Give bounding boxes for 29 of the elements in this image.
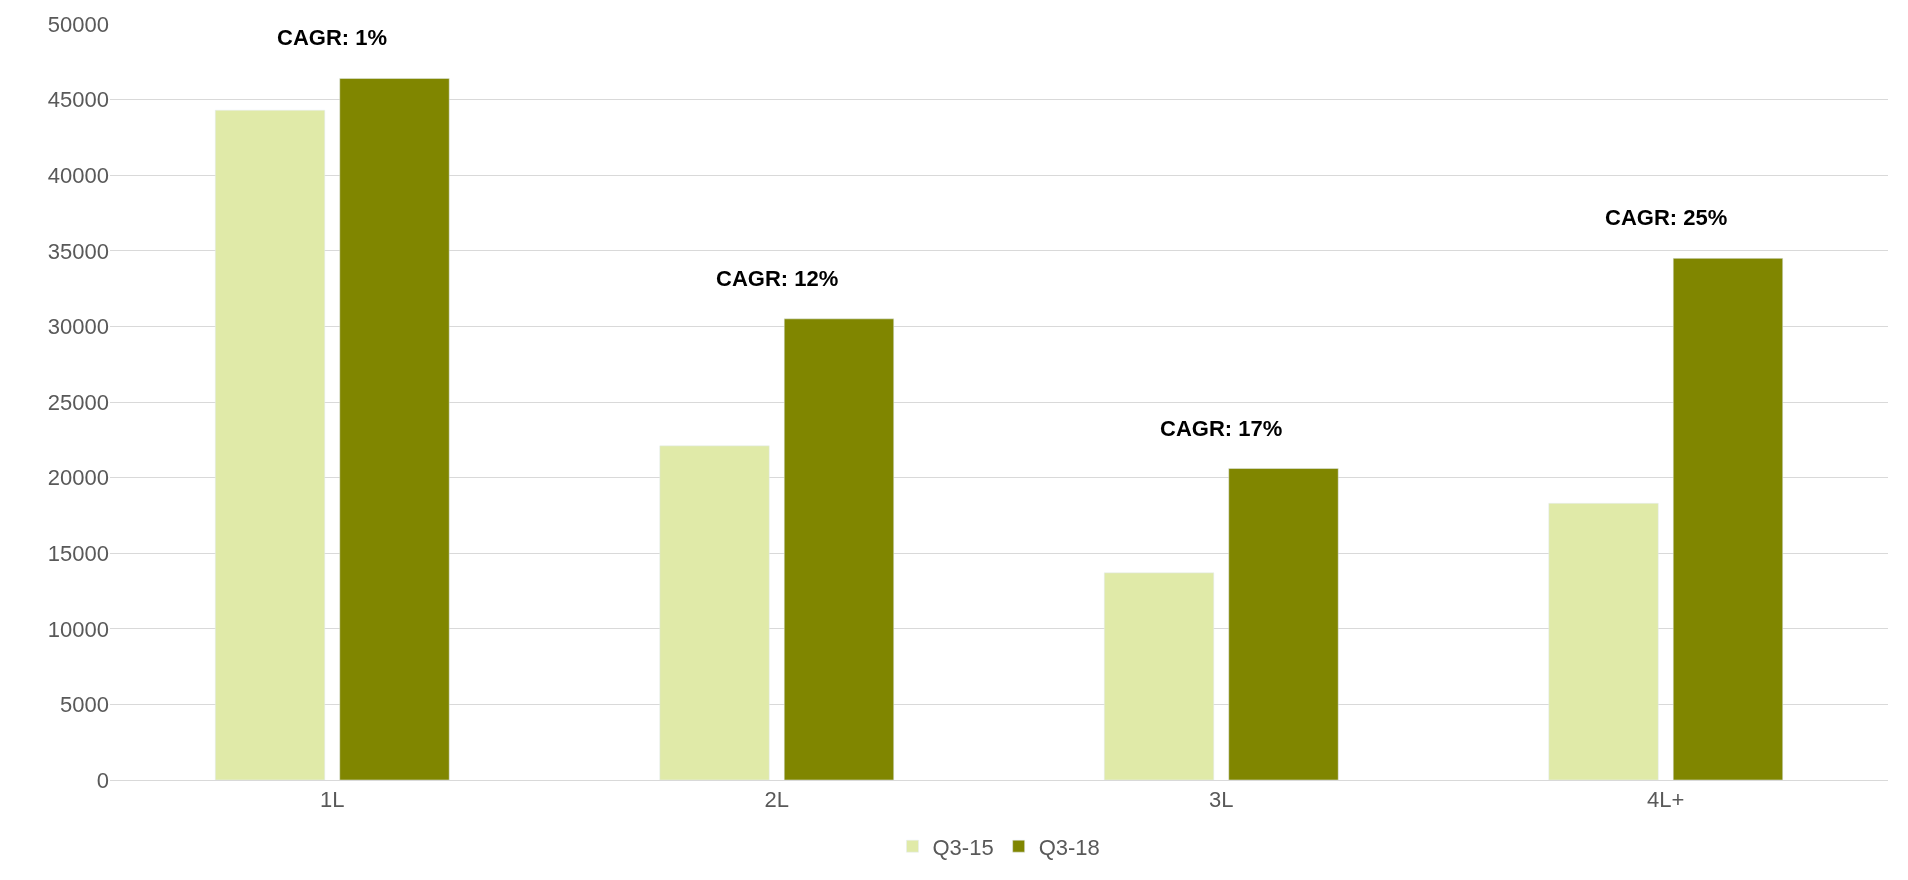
bar [339,78,450,780]
y-tick-label: 40000 [47,162,109,188]
x-tick-label: 3L [1209,787,1234,813]
bar [1228,468,1339,780]
legend-label: Q3-18 [1038,834,1100,860]
y-tick-label: 20000 [47,465,109,491]
legend-label: Q3-15 [932,834,994,860]
y-tick-label: 30000 [47,314,109,340]
bar [783,318,894,780]
y-tick-label: 10000 [47,616,109,642]
annotation: CAGR: 17% [1160,416,1283,441]
y-tick-label: 25000 [47,389,109,415]
bar [659,445,770,780]
bar [1104,572,1215,780]
annotation: CAGR: 25% [1605,205,1728,230]
bar [1672,258,1783,780]
y-tick-label: 5000 [60,692,109,718]
x-tick-label: 2L [764,787,789,813]
y-tick-label: 35000 [47,238,109,264]
bar [215,109,326,780]
x-tick-label: 4L+ [1647,787,1685,813]
annotation: CAGR: 12% [716,266,839,291]
x-tick-label: 1L [320,787,345,813]
y-tick-label: 45000 [47,87,109,113]
annotation: CAGR: 1% [277,25,388,50]
bar [1548,503,1659,780]
y-tick-label: 15000 [47,540,109,566]
y-tick-label: 50000 [47,11,109,37]
y-tick-label: 0 [96,767,109,793]
